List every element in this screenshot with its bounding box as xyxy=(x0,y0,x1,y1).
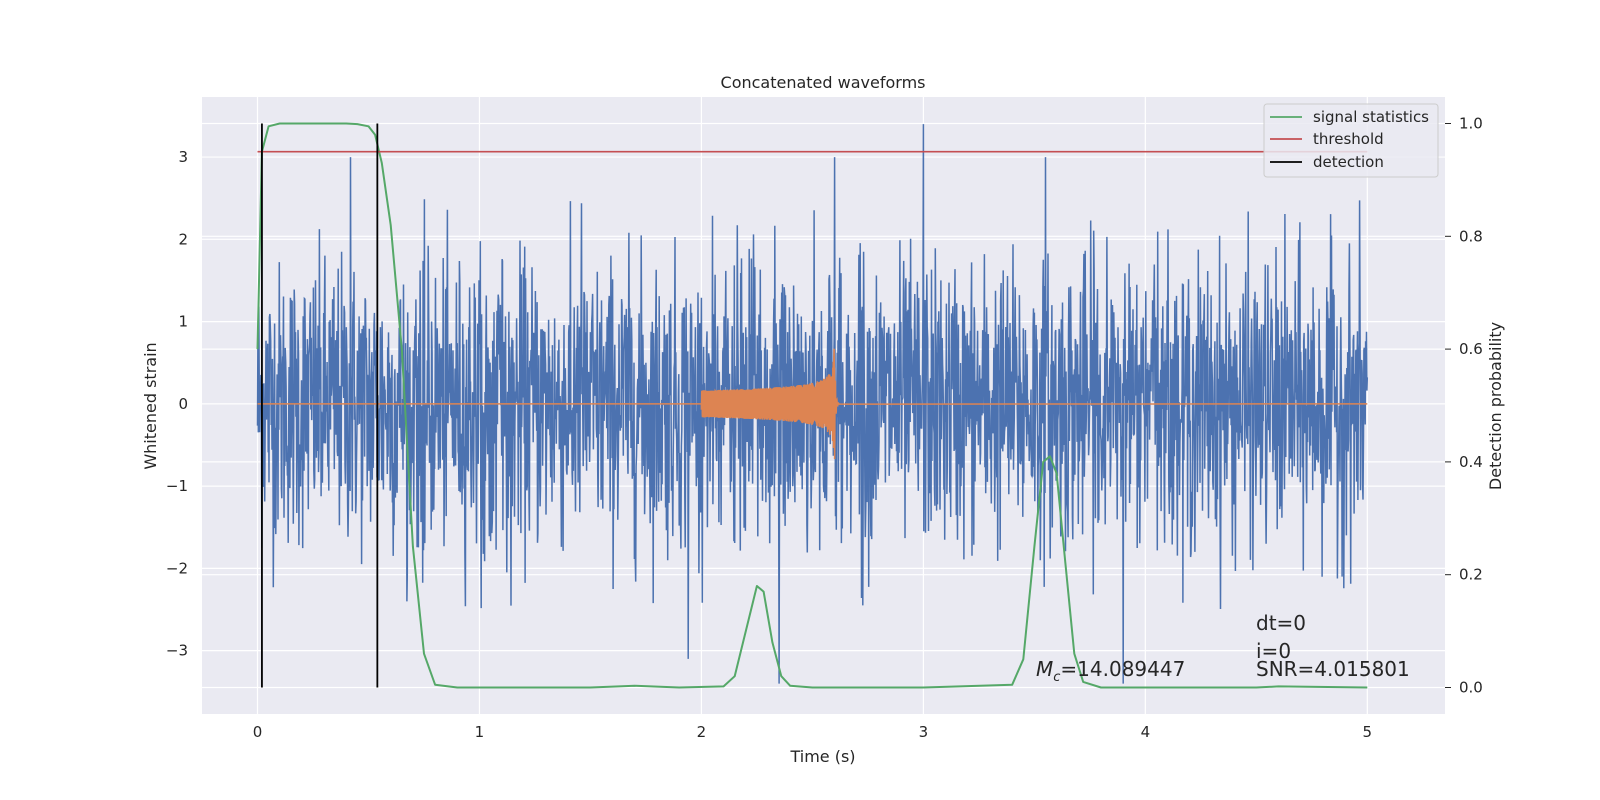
annotations: Mc=14.089447 dt=0 i=0 SNR=4.015801 xyxy=(1036,611,1410,685)
chart-title: Concatenated waveforms xyxy=(721,73,926,92)
series-signal-statistics-line xyxy=(256,122,1368,689)
chirp-mass-annotation: Mc=14.089447 xyxy=(1036,657,1185,685)
x-tick-label: 3 xyxy=(919,723,929,741)
legend-box xyxy=(1263,103,1439,178)
x-tick-label: 4 xyxy=(1141,723,1151,741)
legend-label-detection: detection xyxy=(1313,153,1384,171)
x-tick-label: 1 xyxy=(475,723,485,741)
snr-annotation: SNR=4.015801 xyxy=(1256,657,1410,681)
legend-label-threshold: threshold xyxy=(1313,130,1384,148)
series-waveform-line xyxy=(257,348,1368,460)
y-axis-label: Whitened strain xyxy=(141,342,160,469)
y-tick-label: −2 xyxy=(166,559,188,577)
y2-tick-label: 1.0 xyxy=(1459,115,1483,133)
x-tick-label: 2 xyxy=(697,723,707,741)
y-tick-label: 0 xyxy=(178,395,188,413)
y-tick-label: −3 xyxy=(166,642,188,660)
y2-tick-label: 0.2 xyxy=(1459,566,1483,584)
ticks: 0 1 2 3 4 5 3 2 1 0 −1 −2 −3 1.0 0.8 0.6 0.4 0.2 0.0 xyxy=(166,115,1483,741)
x-tick-label: 5 xyxy=(1363,723,1373,741)
y-tick-label: −1 xyxy=(166,477,188,495)
y-tick-label: 3 xyxy=(178,148,188,166)
index-annotation: i=0 xyxy=(1256,639,1291,663)
y2-tick-label: 0.4 xyxy=(1459,453,1483,471)
y2-axis-label: Detection probability xyxy=(1486,322,1505,490)
y2-tick-label: 0.8 xyxy=(1459,227,1483,245)
series-noisy-strain-line xyxy=(256,124,1369,684)
y-tick-label: 2 xyxy=(178,230,188,248)
dt-annotation: dt=0 xyxy=(1256,611,1306,635)
y-tick-label: 1 xyxy=(178,313,188,331)
legend-label-signal-statistics: signal statistics xyxy=(1313,108,1429,126)
x-tick-label: 0 xyxy=(253,723,263,741)
legend: signal statistics threshold detection xyxy=(1263,103,1439,178)
x-axis-label: Time (s) xyxy=(789,747,855,766)
y2-tick-label: 0.6 xyxy=(1459,340,1483,358)
series-layer xyxy=(256,122,1369,689)
y2-tick-label: 0.0 xyxy=(1459,678,1483,696)
